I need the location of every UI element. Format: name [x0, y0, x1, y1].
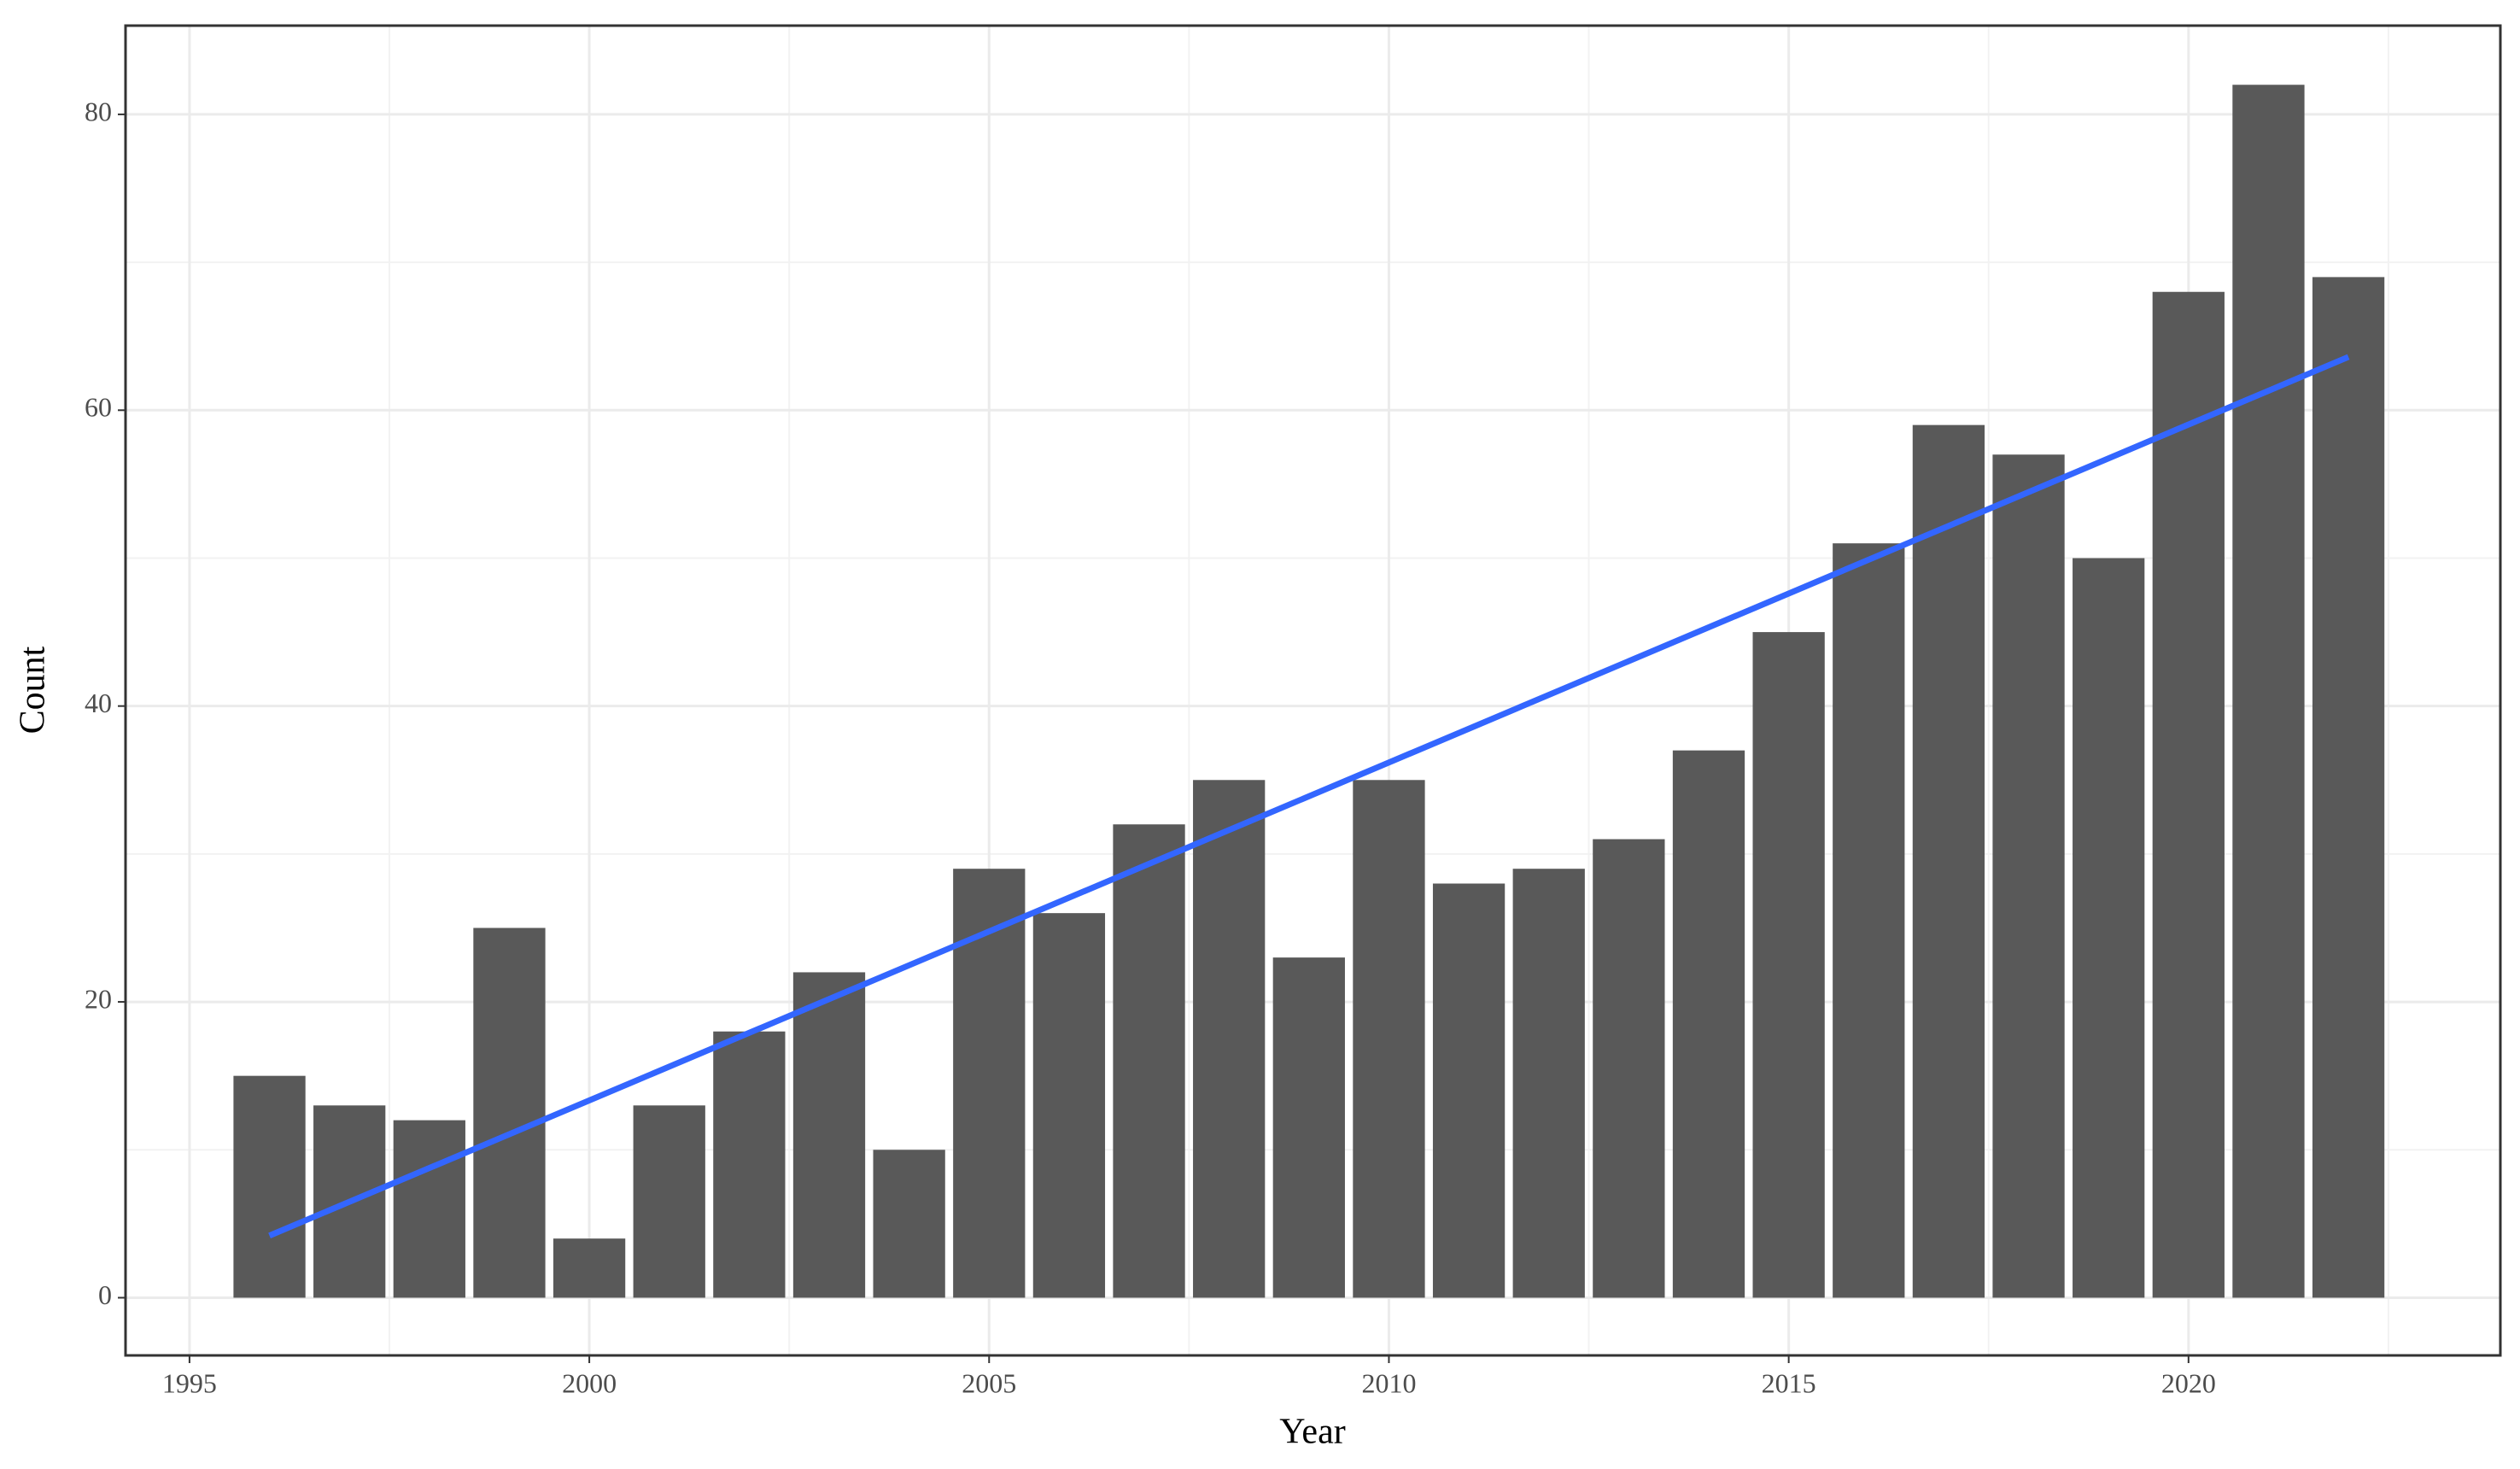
bar	[2312, 277, 2385, 1298]
x-tick-label: 1995	[162, 1367, 217, 1398]
bar	[1912, 424, 1985, 1298]
bar	[1032, 913, 1106, 1298]
bar	[1752, 632, 1825, 1298]
bar	[1672, 750, 1745, 1298]
bar	[792, 972, 866, 1298]
bar	[1593, 839, 1665, 1298]
bar	[1113, 824, 1185, 1298]
x-tick-label: 2020	[2161, 1367, 2216, 1398]
bar	[1833, 543, 1905, 1298]
bar	[553, 1238, 626, 1298]
y-axis-title: Count	[14, 646, 53, 734]
bar	[1432, 883, 1506, 1298]
bar	[1193, 780, 1266, 1298]
bar	[633, 1105, 705, 1298]
x-tick-label: 2010	[1361, 1367, 1416, 1398]
bar	[713, 1031, 786, 1298]
bar	[1272, 957, 1345, 1298]
bar	[873, 1150, 945, 1298]
x-axis-title: Year	[1279, 1413, 1345, 1452]
bar	[1512, 869, 1585, 1298]
bar	[393, 1120, 465, 1298]
x-tick-label: 2015	[1762, 1367, 1816, 1398]
y-tick-label: 20	[85, 983, 112, 1014]
y-tick-label: 80	[85, 96, 112, 126]
y-tick-label: 0	[98, 1279, 112, 1310]
y-tick-label: 60	[85, 392, 112, 423]
bar	[233, 1075, 306, 1298]
bar	[1353, 780, 1425, 1298]
bar	[473, 928, 546, 1298]
bar	[2152, 291, 2225, 1298]
panel-border	[124, 24, 2502, 1357]
x-tick-label: 2000	[562, 1367, 617, 1398]
bar	[2232, 85, 2305, 1298]
bar	[2073, 558, 2145, 1298]
bar	[1992, 454, 2065, 1298]
y-tick-label: 40	[85, 688, 112, 718]
x-tick-label: 2005	[962, 1367, 1016, 1398]
trend-line	[268, 354, 2350, 1238]
